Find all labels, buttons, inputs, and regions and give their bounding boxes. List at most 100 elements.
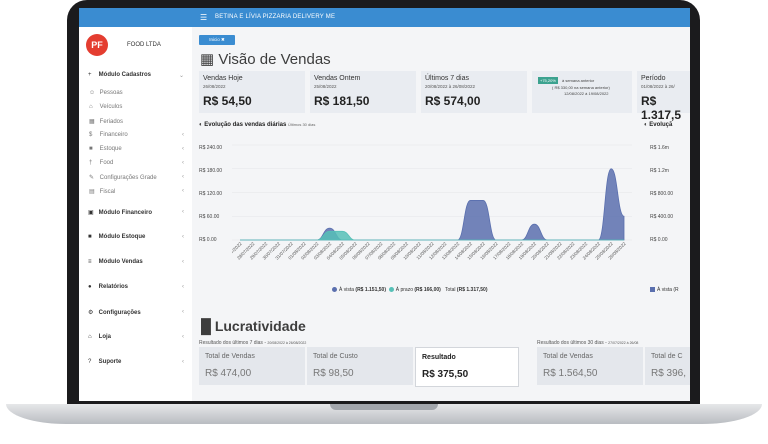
card-date: 20/08/2022 à 26/08/2022 [425, 84, 476, 89]
card-vendas-hoje: Vendas Hoje 26/08/2022 R$ 54,50 [199, 71, 305, 113]
legend-value: (R$ 1.151,50) [355, 287, 386, 293]
sidebar: PF FOOD LTDA + Módulo Cadastros ⌄ ☺ Pess… [79, 27, 192, 401]
subtitle-text: Resultado dos últimos 7 dias [199, 340, 263, 346]
y-tick: R$ 1.2m [650, 168, 669, 174]
chevron-left-icon: ‹ [182, 334, 184, 340]
top-bar: ☰ BETINA E LÍVIA PIZZARIA DELIVERY ME [79, 8, 690, 27]
chevron-left-icon: ‹ [182, 174, 184, 180]
card-ultimos-7-dias: Últimos 7 dias 20/08/2022 à 26/08/2022 R… [421, 71, 527, 113]
sidebar-item-configuracoes[interactable]: ⚙ Configurações [88, 309, 141, 316]
sidebar-item-modulo-estoque[interactable]: ■ Módulo Estoque [88, 234, 145, 240]
sidebar-item-label: Veículos [99, 104, 123, 110]
sidebar-item-label: Relatórios [98, 284, 129, 290]
sidebar-item-configuracoes-grade[interactable]: ✎ Configurações Grade [89, 174, 157, 181]
y-tick: R$ 120.00 [199, 191, 223, 197]
sidebar-item-feriados[interactable]: ▦ Feriados [89, 118, 123, 125]
section-title-lucratividade: █ Lucratividade [201, 318, 306, 334]
sidebar-item-label: Módulo Estoque [98, 234, 146, 240]
y-tick: R$ 1.6m [650, 145, 669, 151]
legend-label: À vista (R [657, 287, 679, 293]
menu-icon[interactable]: ☰ [200, 13, 208, 22]
section-title-text: Lucratividade [214, 318, 306, 334]
cart-icon: ⌂ [88, 334, 92, 340]
sidebar-item-pessoas[interactable]: ☺ Pessoas [89, 90, 123, 96]
chevron-left-icon: ‹ [182, 209, 184, 215]
wrench-icon: ✎ [89, 175, 95, 181]
sidebar-item-label: Feriados [99, 119, 124, 125]
avatar[interactable]: PF [86, 34, 108, 56]
card-value: R$ 474,00 [205, 368, 252, 379]
scale-icon: ≡ [88, 259, 92, 265]
badge-text: à semana anterior [562, 78, 595, 83]
y-tick: R$ 0.00 [650, 237, 668, 243]
brand-name: FOOD LTDA [127, 42, 161, 48]
help-icon: ? [88, 359, 92, 365]
daily-sales-chart: 27/07/202228/07/202229/07/202230/07/2022… [232, 144, 632, 261]
chevron-left-icon: ‹ [182, 146, 184, 152]
gear-icon: ⚙ [88, 310, 94, 316]
y-tick: R$ 240.00 [199, 145, 223, 151]
legend-dot-avista [650, 287, 655, 293]
sidebar-item-suporte[interactable]: ? Suporte [88, 359, 121, 365]
sidebar-item-modulo-vendas[interactable]: ≡ Módulo Vendas [88, 259, 143, 265]
y-tick: R$ 400.00 [650, 214, 674, 220]
sidebar-item-label: Food [99, 160, 114, 166]
chevron-left-icon: ‹ [182, 188, 184, 194]
subtitle-dates: 20/08/2022 à 26/08/2022 [267, 341, 307, 345]
app-screen: ☰ BETINA E LÍVIA PIZZARIA DELIVERY ME PF… [79, 8, 690, 401]
previous-week-text: ( R$ 330,00 na semana anterior) [552, 85, 610, 90]
sidebar-item-relatorios[interactable]: ● Relatórios [88, 284, 128, 290]
tab-inicio[interactable]: Inicio ✖ [199, 35, 235, 45]
card-total-custo-30d: Total de C R$ 396, [645, 347, 690, 385]
dollar-icon: $ [89, 132, 93, 138]
sidebar-item-loja[interactable]: ⌂ Loja [88, 334, 111, 340]
subtitle-dates: 27/07/2022 à 26/08 [608, 341, 639, 345]
card-value: R$ 396, [651, 368, 687, 379]
users-icon: ☺ [89, 90, 96, 96]
money-icon: ▣ [88, 210, 94, 216]
card-label: Período [641, 75, 666, 82]
chart-legend: À vista (R$ 1.151,50) À prazo (R$ 166,00… [332, 287, 488, 293]
laptop-notch [330, 404, 438, 410]
sidebar-item-food[interactable]: † Food [89, 160, 113, 166]
sidebar-item-label: Fiscal [99, 189, 116, 195]
sidebar-item-label: Estoque [99, 146, 122, 152]
card-value: R$ 181,50 [314, 94, 370, 108]
sidebar-item-veiculos[interactable]: ⌂ Veículos [89, 104, 122, 110]
card-date: 25/08/2022 [314, 84, 337, 89]
series-area-avista [240, 168, 625, 241]
chart-title-text: Evolução das vendas diárias [204, 122, 287, 128]
card-label: Vendas Ontem [314, 75, 361, 82]
card-label: Últimos 7 dias [425, 75, 469, 82]
sidebar-item-label: Financeiro [99, 132, 128, 138]
card-label: Total de Vendas [205, 353, 255, 360]
legend-value: (R$ 166,00) [414, 287, 441, 293]
card-comparativo: +75,20% à semana anterior ( R$ 330,00 na… [532, 71, 632, 113]
chart-subtitle: Últimos 30 dias [288, 122, 316, 127]
chart-icon: ◐ [644, 122, 650, 128]
chart-title-right: ◐ Evoluçã [644, 122, 672, 128]
card-value: R$ 375,50 [422, 369, 469, 380]
chevron-left-icon: ‹ [182, 132, 184, 138]
bank-icon: ▤ [89, 189, 95, 195]
card-total-vendas-30d: Total de Vendas R$ 1.564,50 [537, 347, 643, 385]
card-value: R$ 54,50 [203, 94, 252, 108]
sidebar-item-fiscal[interactable]: ▤ Fiscal [89, 188, 115, 195]
box-icon: ■ [89, 146, 93, 152]
laptop-base [6, 404, 762, 424]
sidebar-item-modulo-cadastros[interactable]: + Módulo Cadastros [88, 72, 151, 78]
series-area-aprazo [240, 230, 624, 241]
sidebar-item-estoque[interactable]: ■ Estoque [89, 146, 122, 152]
card-total-vendas: Total de Vendas R$ 474,00 [199, 347, 305, 385]
sidebar-item-financeiro[interactable]: $ Financeiro [89, 132, 128, 138]
card-value: R$ 574,00 [425, 94, 481, 108]
chart-legend-right: À vista (R [650, 287, 679, 293]
legend-label: À vista [339, 287, 355, 293]
chart-title: ◐ Evolução das vendas diárias Últimos 30… [199, 122, 315, 128]
card-resultado: Resultado R$ 375,50 [415, 347, 519, 387]
sidebar-item-label: Suporte [98, 359, 122, 365]
chevron-left-icon: ‹ [182, 309, 184, 315]
sidebar-item-modulo-financeiro[interactable]: ▣ Módulo Financeiro [88, 209, 152, 216]
chevron-left-icon: ‹ [182, 259, 184, 265]
card-label: Total de Vendas [543, 353, 593, 360]
